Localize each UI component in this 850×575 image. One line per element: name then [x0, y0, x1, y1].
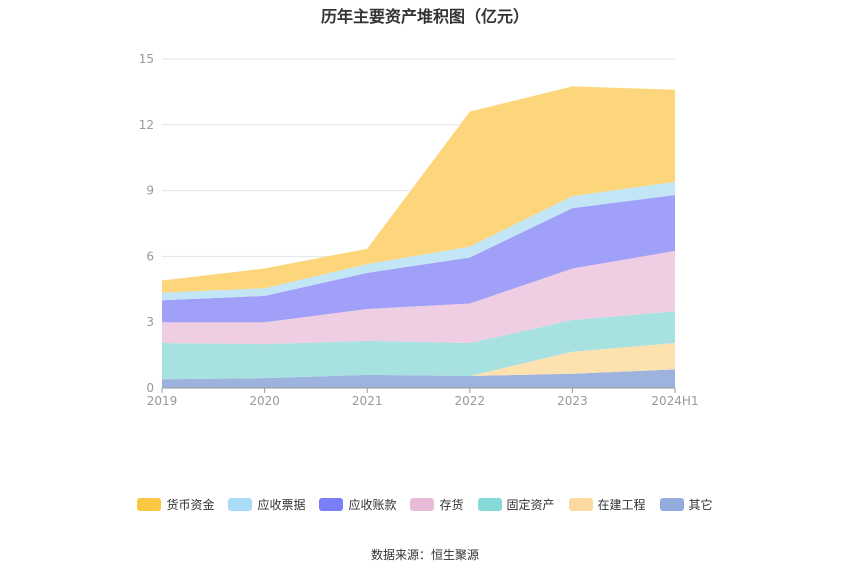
x-tick-label: 2020 — [249, 394, 280, 408]
x-tick-label: 2021 — [352, 394, 383, 408]
chart-title: 历年主要资产堆积图（亿元） — [320, 7, 529, 26]
legend-swatch — [477, 498, 502, 511]
area-series — [162, 86, 675, 293]
area-series — [162, 343, 675, 380]
legend-label: 在建工程 — [597, 498, 646, 512]
legend-label: 其它 — [688, 498, 713, 512]
area-series — [162, 194, 675, 323]
y-tick-label: 15 — [139, 52, 154, 66]
x-tick-label: 2022 — [455, 394, 486, 408]
legend-swatch — [410, 498, 435, 511]
x-tick-label: 2024H1 — [651, 394, 698, 408]
legend-swatch — [228, 498, 253, 511]
data-source: 数据来源：恒生聚源 — [370, 548, 479, 562]
y-tick-label: 0 — [146, 381, 154, 395]
y-tick-label: 3 — [146, 315, 154, 329]
legend-swatch — [319, 498, 344, 511]
legend-item[interactable]: 在建工程 — [568, 496, 646, 513]
legend-item[interactable]: 存货 — [410, 496, 464, 513]
area-series — [162, 311, 675, 380]
x-tick-label: 2023 — [557, 394, 588, 408]
legend-item[interactable]: 应收账款 — [319, 496, 396, 513]
legend-label: 存货 — [439, 498, 464, 512]
legend-label: 应收票据 — [257, 498, 306, 512]
y-tick-label: 6 — [146, 249, 154, 263]
area-series — [162, 250, 675, 345]
legend-item[interactable]: 应收票据 — [228, 496, 305, 513]
legend-label: 货币资金 — [166, 498, 215, 512]
area-series — [162, 181, 675, 301]
y-tick-label: 12 — [139, 118, 154, 132]
legend: 货币资金 应收票据 应收账款 存货 固定资产 在建工程 其它 — [0, 496, 850, 513]
legend-swatch — [659, 498, 684, 511]
legend-item[interactable]: 其它 — [659, 496, 713, 513]
area-series — [162, 369, 675, 388]
y-tick-label: 9 — [146, 184, 154, 198]
legend-item[interactable]: 货币资金 — [137, 496, 214, 513]
x-tick-label: 2019 — [147, 394, 178, 408]
legend-swatch — [137, 498, 162, 511]
legend-swatch — [568, 498, 593, 511]
stacked-area-chart: 0 3 6 9 12 15 2019 2020 2021 2022 2023 2024H1 — [139, 52, 699, 408]
legend-label: 固定资产 — [506, 498, 555, 512]
legend-item[interactable]: 固定资产 — [477, 496, 555, 513]
legend-label: 应收账款 — [348, 498, 397, 512]
